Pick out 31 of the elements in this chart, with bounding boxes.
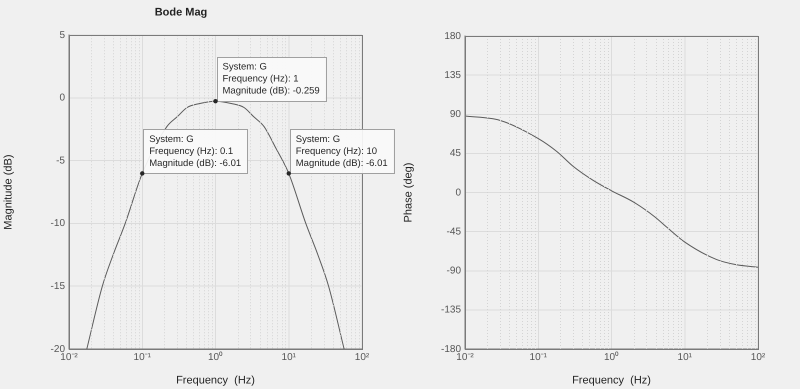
x-tick-label: 10⁻² — [456, 352, 474, 363]
x-tick-label: 10² — [354, 352, 370, 363]
annotation: System: G Frequency (Hz): 1 Magnitude (dB): -0.259 — [222, 62, 320, 97]
y-tick-label: 180 — [444, 30, 462, 42]
x-tick-label: 10⁰ — [208, 350, 224, 363]
y-tick-label: 0 — [455, 187, 462, 198]
chart-title: Bode Mag — [154, 6, 208, 19]
annotation: System: G Frequency (Hz): 0.1 Magnitude (dB): -6.01 — [149, 134, 242, 169]
x-axis-title: Frequency (Hz) — [572, 374, 651, 386]
x-tick-label: 10¹ — [282, 352, 297, 363]
y-tick-label: -90 — [446, 266, 462, 276]
x-tick-label: 10¹ — [678, 352, 693, 363]
y-tick-label: -45 — [446, 226, 462, 238]
y-tick-label: 90 — [450, 109, 462, 120]
y-tick-label: 45 — [450, 148, 462, 160]
x-tick-label: 10² — [750, 352, 766, 363]
y-tick-label: -15 — [50, 280, 66, 292]
y-tick-label: 5 — [59, 30, 66, 41]
x-axis-title: Frequency (Hz) — [176, 374, 255, 386]
y-tick-label: -135 — [440, 304, 462, 316]
annotation: System: G Frequency (Hz): 10 Magnitude (dB): -6.01 — [296, 134, 388, 169]
y-tick-label: 0 — [59, 92, 66, 104]
y-axis-title: Phase (deg) — [402, 162, 415, 222]
x-tick-label: 10⁻¹ — [134, 352, 152, 363]
y-tick-label: -10 — [50, 218, 66, 230]
x-tick-label: 10⁻¹ — [530, 352, 548, 363]
y-axis-title: Magnitude (dB) — [2, 154, 15, 230]
x-tick-label: 10⁰ — [604, 350, 620, 363]
y-tick-label: -5 — [56, 155, 66, 166]
x-tick-label: 10⁻² — [60, 352, 78, 363]
y-tick-label: 135 — [444, 70, 462, 81]
